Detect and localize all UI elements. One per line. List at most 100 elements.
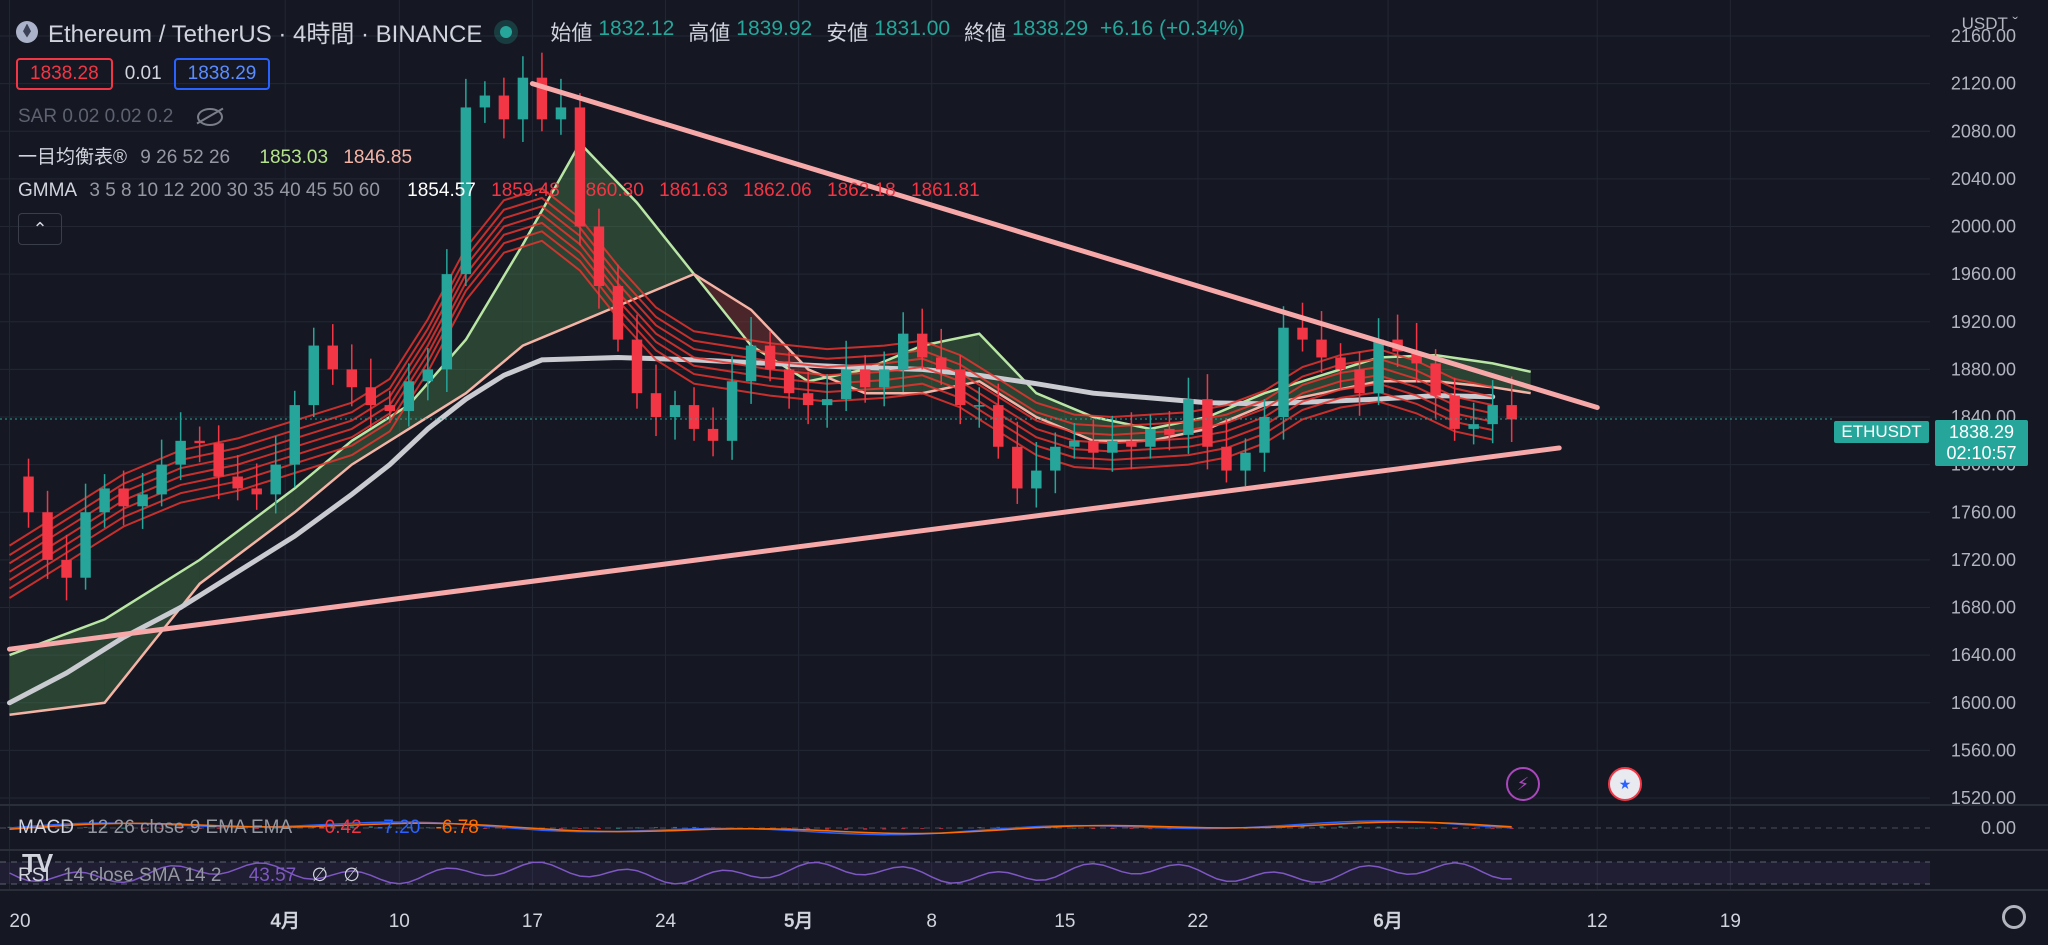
chart-header: Ethereum / TetherUS · 4時間 · BINANCE 始値 18… bbox=[16, 14, 1245, 49]
sell-button[interactable]: 1838.28 bbox=[16, 58, 113, 90]
macd-histogram-bar bbox=[596, 828, 601, 829]
price-tick-label: 1520.00 bbox=[1951, 788, 2016, 808]
candle-body bbox=[764, 345, 776, 370]
legend-sar[interactable]: SAR 0.02 0.02 0.2 bbox=[18, 106, 223, 128]
candle-body bbox=[479, 95, 491, 108]
candle-body bbox=[1354, 369, 1365, 394]
macd-histogram-bar bbox=[901, 828, 906, 830]
candle-body bbox=[1487, 405, 1498, 425]
candle-body bbox=[175, 440, 186, 465]
macd-histogram-bar bbox=[197, 828, 202, 829]
candle-body bbox=[1107, 440, 1118, 453]
macd-histogram-bar bbox=[634, 827, 639, 829]
price-tick-label: 2160.00 bbox=[1951, 26, 2016, 46]
candle-body bbox=[821, 399, 833, 406]
legend-ichimoku[interactable]: 一目均衡表® 9 26 52 26 1853.03 1846.85 bbox=[18, 142, 412, 169]
macd-histogram-bar bbox=[463, 828, 468, 829]
us-flag-event-icon[interactable]: ★ bbox=[1608, 767, 1642, 801]
time-tick-label: 15 bbox=[1054, 911, 1075, 932]
candle-body bbox=[1430, 363, 1441, 396]
ichimoku-cloud-segment bbox=[1036, 393, 1094, 441]
tradingview-logo-icon[interactable]: TV bbox=[22, 848, 53, 878]
currency-label: USDT bbox=[1961, 14, 2008, 33]
candle-body bbox=[955, 369, 966, 406]
candle-body bbox=[289, 405, 300, 465]
candle-body bbox=[1069, 440, 1080, 447]
gmma-line bbox=[8, 187, 1493, 547]
rsi-params: 14 close SMA 14 2 bbox=[62, 865, 222, 886]
candle-body bbox=[1126, 440, 1137, 447]
macd-histogram-bar bbox=[1338, 826, 1343, 828]
macd-histogram-bar bbox=[311, 826, 316, 828]
candle-body bbox=[194, 440, 205, 444]
candle-body bbox=[156, 464, 167, 495]
ichimoku-value-1: 1853.03 bbox=[259, 147, 329, 168]
legend-gmma[interactable]: GMMA 3 5 8 10 12 200 30 35 40 45 50 60 1… bbox=[18, 180, 980, 202]
macd-histogram-bar bbox=[977, 827, 982, 829]
macd-histogram-bar bbox=[121, 827, 126, 829]
macd-histogram-bar bbox=[825, 828, 830, 830]
candle-body bbox=[1468, 424, 1479, 429]
time-tick-label: 24 bbox=[655, 911, 677, 932]
macd-params: 12 26 close 9 EMA EMA bbox=[87, 817, 292, 838]
low-value: 1831.00 bbox=[874, 16, 951, 40]
currency-selector[interactable]: USDT ˇ bbox=[1961, 14, 2018, 33]
time-tick-label: 4月 bbox=[270, 911, 300, 932]
macd-histogram-bar bbox=[577, 828, 582, 829]
candle-body bbox=[1031, 470, 1042, 489]
price-tick-label: 1680.00 bbox=[1951, 598, 2016, 618]
macd-signal-line bbox=[9, 821, 1512, 835]
time-tick-label: 19 bbox=[1720, 911, 1741, 932]
gmma-line bbox=[8, 230, 1493, 590]
legend-rsi[interactable]: RSI 14 close SMA 14 2 43.57 ∅ ∅ bbox=[18, 864, 360, 887]
time-tick-label: 22 bbox=[1187, 911, 1208, 932]
close-value: 1838.29 bbox=[1012, 16, 1089, 40]
price-tick-label: 2040.00 bbox=[1951, 169, 2016, 189]
legend-macd[interactable]: MACD 12 26 close 9 EMA EMA -0.42 -7.20 -… bbox=[18, 817, 479, 839]
candle-body bbox=[916, 333, 928, 358]
candle-body bbox=[308, 345, 319, 406]
ichimoku-cloud-segment bbox=[979, 333, 1037, 417]
rsi-value-1: 43.57 bbox=[248, 865, 297, 886]
macd-histogram-bar bbox=[64, 826, 69, 828]
macd-histogram-bar bbox=[939, 828, 944, 829]
time-tick-label: 12 bbox=[1587, 911, 1608, 932]
macd-histogram-bar bbox=[482, 828, 487, 829]
hidden-eye-icon[interactable] bbox=[196, 107, 223, 126]
macd-histogram-bar bbox=[292, 827, 297, 829]
candle-body bbox=[1088, 440, 1099, 453]
candle-body bbox=[1411, 351, 1422, 364]
candle-body bbox=[745, 345, 757, 382]
last-price-tag: 1838.29 02:10:57 bbox=[1935, 420, 2028, 466]
gmma-value-3: 1860.30 bbox=[575, 180, 644, 201]
candle-body bbox=[1373, 339, 1384, 394]
time-tick-label: 17 bbox=[522, 911, 543, 932]
macd-histogram-bar bbox=[1091, 828, 1096, 829]
macd-histogram-bar bbox=[501, 828, 506, 830]
collapse-legend-button[interactable]: ⌃ bbox=[18, 213, 62, 245]
candle-body bbox=[498, 95, 510, 120]
trendline-upper bbox=[529, 81, 1600, 410]
ichimoku-name: 一目均衡表® bbox=[18, 147, 127, 168]
gmma-line bbox=[8, 205, 1493, 565]
gear-icon[interactable] bbox=[2002, 905, 2026, 929]
symbol-title[interactable]: Ethereum / TetherUS · 4時間 · BINANCE bbox=[48, 21, 483, 48]
macd-histogram-bar bbox=[1357, 826, 1362, 828]
candle-body bbox=[1278, 327, 1289, 417]
gmma-value-7: 1861.81 bbox=[910, 180, 980, 201]
macd-histogram-bar bbox=[1509, 828, 1514, 830]
macd-histogram-bar bbox=[102, 827, 107, 829]
candle-body bbox=[612, 286, 624, 340]
price-tick-label: 1640.00 bbox=[1951, 645, 2016, 665]
candle-body bbox=[974, 405, 985, 407]
buy-button[interactable]: 1838.29 bbox=[173, 58, 271, 90]
chevron-up-icon: ⌃ bbox=[32, 219, 48, 239]
gmma-params: 3 5 8 10 12 200 30 35 40 45 50 60 bbox=[89, 180, 380, 201]
macd-histogram-bar bbox=[1148, 828, 1153, 830]
time-tick-label: 10 bbox=[389, 911, 410, 932]
macd-histogram-bar bbox=[1433, 828, 1438, 829]
price-tick-label: 1600.00 bbox=[1951, 693, 2016, 713]
lightning-event-icon[interactable]: ⚡ bbox=[1506, 767, 1540, 801]
candle-body bbox=[726, 381, 738, 441]
